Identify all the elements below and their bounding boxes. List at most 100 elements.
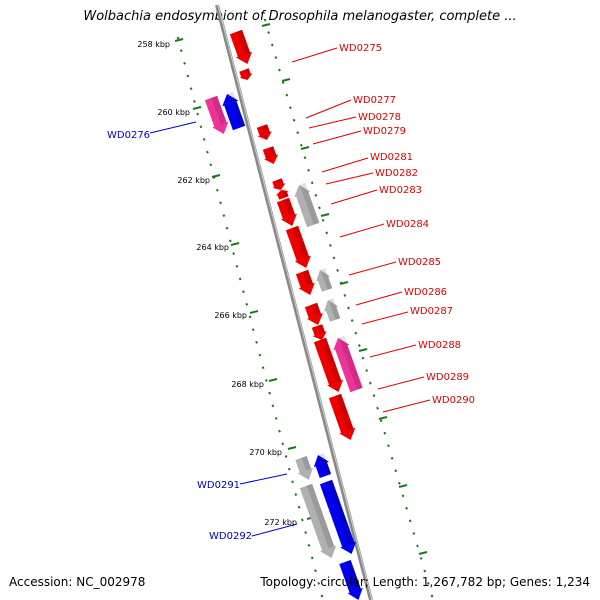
ruler-tick-label: 266 kbp: [214, 311, 247, 320]
gene-label-leader: [361, 311, 409, 325]
gene-WD0291: [313, 455, 332, 478]
ruler-right-dot: [336, 268, 340, 272]
ruler-right-dot: [426, 582, 430, 585]
gene-WD0289: [333, 338, 363, 393]
gene-WD0278: [262, 146, 279, 164]
gene-WD0288-shade: [320, 337, 342, 383]
gene-label: WD0285: [398, 257, 441, 268]
gene-label: WD0286: [404, 287, 447, 298]
gene-WD0292: [319, 479, 357, 554]
ruler-right-dot: [379, 419, 383, 423]
gene-WD0287: [304, 302, 323, 325]
ruler-left-dot: [287, 467, 291, 471]
gene-WD0287-b-shade: [328, 298, 341, 320]
gene-WD0281-shade: [281, 188, 289, 198]
ruler-right-dot: [318, 206, 321, 210]
ruler-left-dot: [261, 366, 265, 370]
ruler-major-tick: [211, 174, 221, 178]
gene-WD0283-shade: [299, 182, 320, 225]
ruler-left-dot: [192, 99, 196, 103]
gene-WD0276-shade: [227, 91, 246, 128]
gene-WD0279: [272, 178, 286, 190]
gene-WD0284: [285, 225, 311, 268]
ruler-left-dot: [202, 138, 206, 141]
ruler-right-dot: [397, 481, 401, 485]
gene-label: WD0292: [209, 531, 252, 542]
ruler-left-dot: [307, 543, 311, 547]
gene-WD0276-pink-shade: [211, 95, 227, 125]
ruler-right-dot: [310, 181, 314, 185]
ruler-left-dot: [242, 290, 245, 294]
gene-label-leader: [355, 291, 403, 306]
ruler-right-dot: [332, 256, 336, 260]
ruler-major-tick: [378, 416, 388, 420]
gene-WD0292-shade: [326, 479, 355, 545]
gene-label-leader: [369, 344, 417, 358]
gene-WD0282-shade: [283, 197, 295, 217]
gene-WD0291-shade: [318, 453, 332, 476]
gene-WD0288-a-shade: [317, 324, 325, 334]
gene-label: WD0289: [426, 372, 469, 383]
backbone-line: [215, 4, 373, 600]
ruler-major-tick: [268, 378, 278, 382]
ruler-left-dot: [258, 353, 262, 357]
ruler-right-dot: [419, 556, 423, 560]
gene-label-leader: [251, 523, 298, 537]
ruler-left-dot: [278, 429, 281, 433]
gene-label: WD0290: [432, 395, 475, 406]
ruler-left-dot: [274, 417, 278, 420]
ruler-left-dot: [206, 150, 209, 154]
gene-blue-bottom-shade: [345, 560, 361, 591]
ruler-left-dot: [294, 493, 298, 496]
ruler-left-dot: [228, 239, 232, 243]
gene-gray-272-shade: [306, 483, 335, 549]
ruler-right-dot: [296, 131, 300, 135]
gene-label-leader: [348, 261, 397, 276]
backbone-highlight: [217, 4, 373, 600]
ruler-left-dot: [238, 277, 242, 281]
ruler-left-dot: [284, 455, 288, 458]
ruler-right-dot: [368, 381, 372, 385]
gene-label: WD0284: [386, 219, 429, 230]
gene-label-leader: [339, 223, 385, 238]
ruler-left-dot: [245, 302, 249, 306]
ruler-tick-label: 260 kbp: [157, 108, 190, 117]
gene-label: WD0291: [197, 480, 240, 491]
ruler-right-dot: [387, 444, 390, 448]
ruler-left-dot: [232, 252, 236, 256]
gene-WD0278-shade: [268, 146, 277, 157]
gene-label: WD0282: [375, 168, 418, 179]
ruler-right-dot: [354, 331, 358, 335]
map-title: Wolbachia endosymbiont of Drosophila mel…: [83, 9, 517, 24]
gene-WD0275: [229, 29, 252, 64]
ruler-left-dot: [199, 125, 203, 129]
gene-WD0286: [316, 270, 333, 292]
gene-gray-272: [299, 483, 337, 558]
gene-WD0284-shade: [292, 225, 309, 259]
gene-WD0290: [328, 393, 356, 440]
gene-WD0286-shade: [320, 268, 333, 290]
ruler-right-dot: [372, 394, 376, 398]
ruler-right-dot: [383, 431, 387, 435]
ruler-left-dot: [183, 61, 186, 65]
ruler-tick-label: 270 kbp: [249, 448, 282, 457]
ruler-right-dot: [423, 569, 427, 573]
ruler-left-dot: [251, 328, 255, 332]
ruler-tick-label: 272 kbp: [264, 518, 297, 527]
ruler-right-dot: [405, 506, 408, 510]
ruler-left-dot: [304, 531, 308, 535]
ruler-right-dot: [307, 168, 310, 172]
ruler-left-dot: [196, 112, 200, 116]
ruler-right-dot: [347, 306, 350, 310]
ruler-left-dot: [310, 556, 314, 560]
ruler-right-dot: [343, 294, 347, 297]
ruler-right-dot: [401, 494, 405, 498]
ruler-left-dot: [268, 391, 272, 395]
ruler-major-tick: [358, 348, 368, 352]
gene-WD0279-shade: [277, 178, 284, 186]
ruler-right-dot: [430, 594, 434, 598]
gene-WD0290-shade: [335, 393, 354, 431]
ruler-right-dot: [285, 93, 289, 97]
gene-WD0276: [222, 94, 246, 131]
gene-label-leader: [382, 399, 431, 413]
